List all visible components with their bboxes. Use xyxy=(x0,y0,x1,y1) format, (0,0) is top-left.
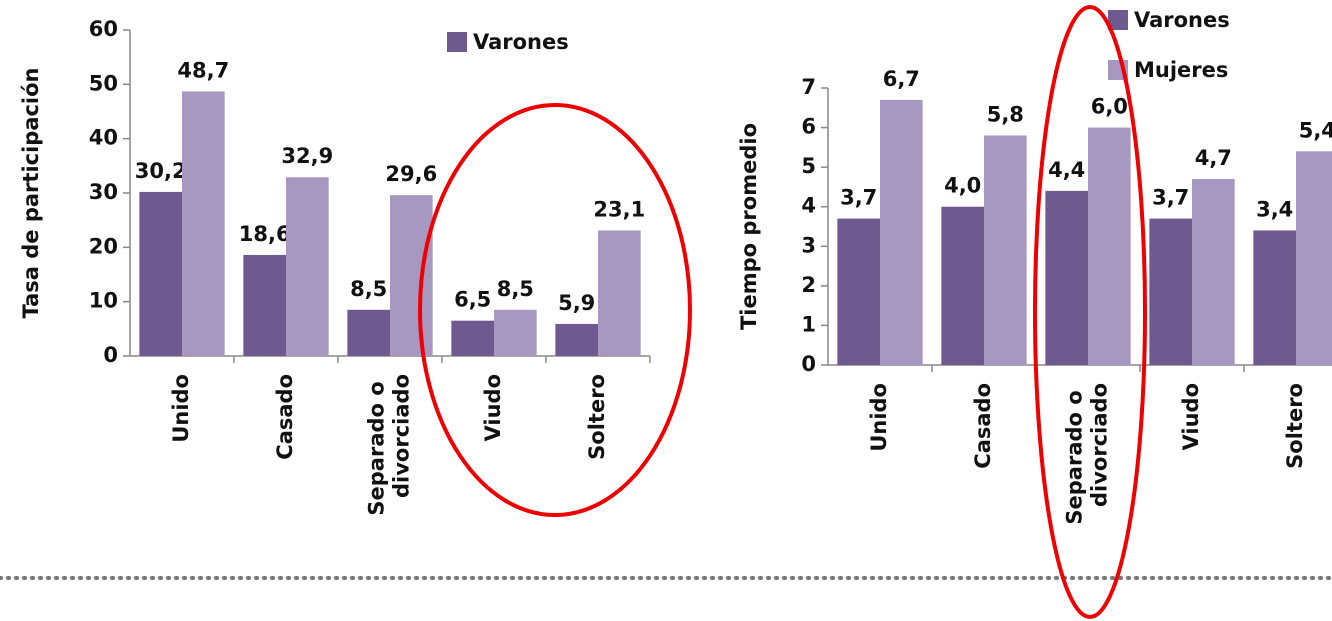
x-tick-label: Separado o divorciado xyxy=(364,374,413,516)
value-label: 4,4 xyxy=(1048,158,1085,182)
bar xyxy=(1088,127,1131,365)
value-label: 6,0 xyxy=(1091,95,1128,119)
y-tick-label: 60 xyxy=(89,17,118,41)
value-label: 23,1 xyxy=(593,197,645,221)
x-tick-label: Soltero xyxy=(1283,383,1307,469)
value-label: 8,5 xyxy=(497,277,534,301)
bar xyxy=(880,99,923,365)
bar xyxy=(139,191,182,356)
legend-label: Varones xyxy=(473,30,569,54)
bar xyxy=(182,91,225,356)
value-label: 4,0 xyxy=(944,174,981,198)
bar xyxy=(1192,179,1235,365)
y-tick-label: 0 xyxy=(801,352,816,376)
highlight-ellipse xyxy=(418,103,692,517)
bar xyxy=(1296,151,1332,365)
bar xyxy=(347,309,390,356)
bar xyxy=(1045,190,1088,365)
bar xyxy=(984,135,1027,365)
y-tick-label: 10 xyxy=(89,289,118,313)
bar xyxy=(941,206,984,365)
y-axis-label: Tasa de participación xyxy=(19,67,43,318)
x-tick-label: Separado o divorciado xyxy=(1062,383,1111,525)
value-label: 6,7 xyxy=(883,67,920,91)
y-tick-label: 2 xyxy=(801,273,816,297)
x-tick-label: Viudo xyxy=(481,374,505,442)
y-tick-label: 5 xyxy=(801,154,816,178)
bar xyxy=(837,218,880,365)
highlight-ellipse xyxy=(1033,5,1147,619)
y-tick-label: 50 xyxy=(89,71,118,95)
y-tick-label: 7 xyxy=(801,75,816,99)
value-label: 29,6 xyxy=(385,162,437,186)
value-label: 18,6 xyxy=(239,222,291,246)
x-tick-label: Casado xyxy=(971,383,995,469)
y-axis-label: Tiempo promedio xyxy=(737,123,761,330)
value-label: 3,7 xyxy=(1152,186,1189,210)
bar xyxy=(598,230,641,356)
y-tick-label: 30 xyxy=(89,180,118,204)
x-tick-label: Casado xyxy=(273,374,297,460)
legend-label: Mujeres xyxy=(1134,58,1228,82)
value-label: 4,7 xyxy=(1195,146,1232,170)
bar xyxy=(243,254,286,356)
y-tick-label: 4 xyxy=(801,194,816,218)
value-label: 48,7 xyxy=(177,58,229,82)
y-tick-label: 20 xyxy=(89,234,118,258)
value-label: 5,9 xyxy=(558,291,595,315)
legend-label: Varones xyxy=(1134,8,1230,32)
bar xyxy=(1253,230,1296,365)
bar xyxy=(390,195,433,356)
bar xyxy=(555,323,598,356)
bar xyxy=(494,309,537,356)
value-label: 5,8 xyxy=(987,102,1024,126)
x-tick-label: Unido xyxy=(169,374,193,443)
x-tick-label: Soltero xyxy=(585,374,609,460)
bar xyxy=(1149,218,1192,365)
y-tick-label: 3 xyxy=(801,233,816,257)
x-tick-label: Unido xyxy=(867,383,891,452)
legend-swatch xyxy=(1108,10,1128,30)
value-label: 3,7 xyxy=(840,186,877,210)
y-tick-label: 6 xyxy=(801,115,816,139)
value-label: 5,4 xyxy=(1299,118,1332,142)
value-label: 3,4 xyxy=(1256,197,1293,221)
legend-swatch xyxy=(447,32,467,52)
y-tick-label: 40 xyxy=(89,126,118,150)
value-label: 8,5 xyxy=(350,277,387,301)
x-tick-label: Viudo xyxy=(1179,383,1203,451)
bar xyxy=(286,177,329,356)
value-label: 32,9 xyxy=(281,144,333,168)
value-label: 30,2 xyxy=(135,159,187,183)
value-label: 6,5 xyxy=(454,288,491,312)
y-tick-label: 0 xyxy=(103,343,118,367)
y-tick-label: 1 xyxy=(801,312,816,336)
bar xyxy=(451,320,494,356)
